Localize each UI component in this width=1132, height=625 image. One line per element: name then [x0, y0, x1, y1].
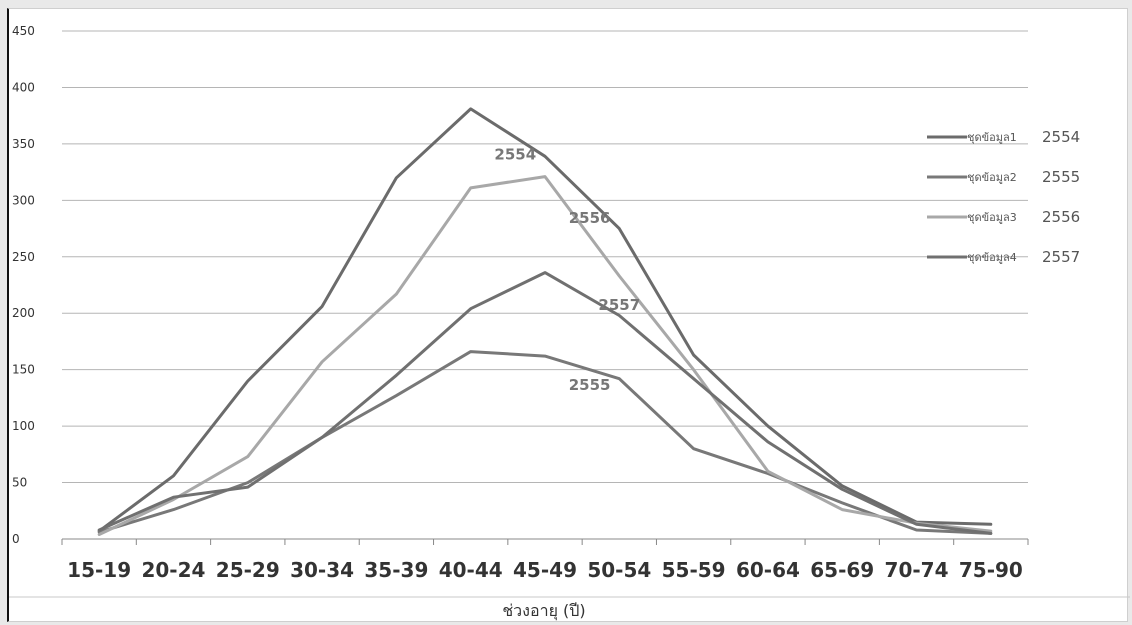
- series-annotation: 2554: [494, 146, 536, 164]
- legend-year: 2557: [1042, 248, 1080, 266]
- series-annotation: 2556: [569, 209, 611, 227]
- x-tick-label: 55-59: [662, 558, 726, 582]
- line-chart: 0 50 100 150 200 250 300 350 400 450 15-19 20-24 25-…: [9, 24, 1130, 621]
- x-tick-label: 25-29: [216, 558, 280, 582]
- x-tick-label: 40-44: [439, 558, 503, 582]
- legend-label: ชุดข้อมูล2: [967, 171, 1017, 184]
- x-tick-label: 50-54: [587, 558, 651, 582]
- legend-year: 2554: [1042, 128, 1080, 146]
- x-tick-label: 75-90: [959, 558, 1023, 582]
- series-line-1: [97, 107, 993, 533]
- legend-label: ชุดข้อมูล4: [967, 251, 1017, 264]
- chart-frame: 0 50 100 150 200 250 300 350 400 450 15-19 20-24 25-…: [7, 8, 1130, 622]
- series-line-2: [97, 350, 993, 535]
- series-line-3: [97, 175, 993, 536]
- series-annotation: 2557: [598, 296, 640, 314]
- series-annotation: 2555: [569, 376, 611, 394]
- y-tick-label: 50: [12, 476, 27, 490]
- x-tick-label: 30-34: [290, 558, 354, 582]
- x-tick-label: 70-74: [885, 558, 949, 582]
- x-tick-label: 20-24: [141, 558, 205, 582]
- y-tick-label: 400: [12, 80, 35, 94]
- legend-year: 2556: [1042, 208, 1080, 226]
- x-tick-label: 35-39: [364, 558, 428, 582]
- y-tick-label: 450: [12, 24, 35, 38]
- series-line-4: [97, 271, 993, 535]
- y-tick-label: 200: [12, 306, 35, 320]
- x-tick-label: 15-19: [67, 558, 131, 582]
- legend-label: ชุดข้อมูล3: [967, 211, 1017, 224]
- y-tick-label: 0: [12, 532, 20, 546]
- y-tick-label: 250: [12, 250, 35, 264]
- y-tick-label: 350: [12, 137, 35, 151]
- legend-label: ชุดข้อมูล1: [967, 131, 1017, 144]
- legend-year: 2555: [1042, 168, 1080, 186]
- y-tick-label: 100: [12, 419, 35, 433]
- x-tick-label: 65-69: [810, 558, 874, 582]
- x-axis-title: ช่วงอายุ (ปี): [502, 601, 585, 621]
- y-tick-label: 300: [12, 193, 35, 207]
- x-tick-label: 45-49: [513, 558, 577, 582]
- y-tick-label: 150: [12, 363, 35, 377]
- x-tick-label: 60-64: [736, 558, 800, 582]
